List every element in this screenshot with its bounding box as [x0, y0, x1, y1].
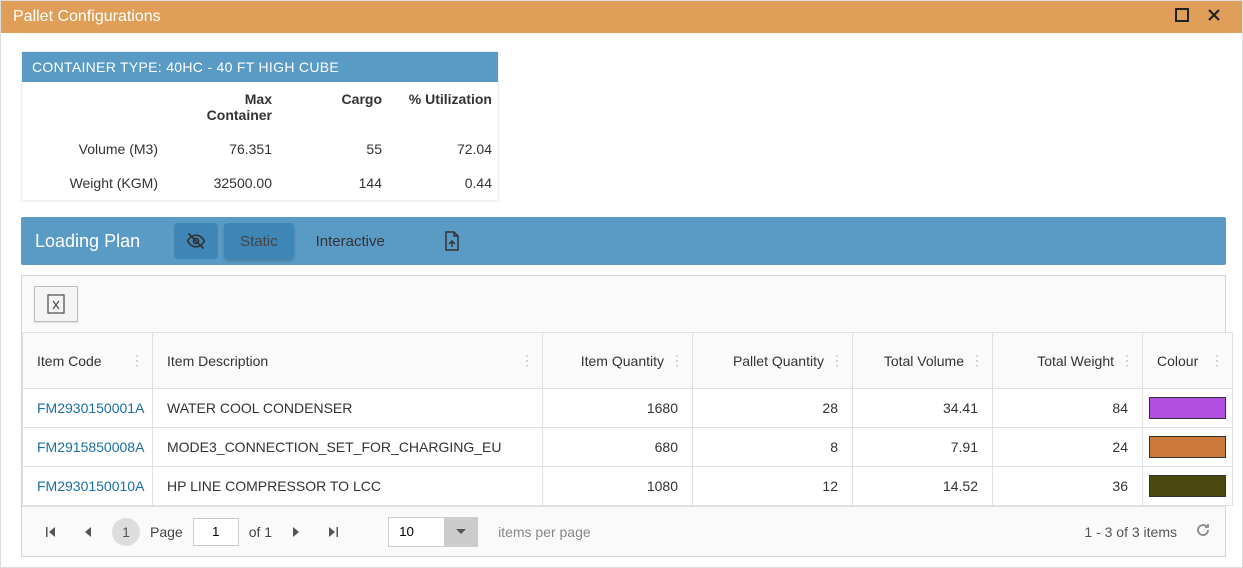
- th-item-code: Item Code: [37, 353, 102, 369]
- chevron-down-icon: [455, 528, 467, 536]
- items-table: Item Code ⋮ Item Description ⋮ Item Quanti…: [22, 332, 1233, 506]
- loading-plan-bar: Loading Plan Static Interactive: [21, 217, 1226, 265]
- pager-current-page[interactable]: 1: [112, 518, 140, 546]
- col-menu-icon[interactable]: ⋮: [1120, 352, 1134, 369]
- pager-perpage-label: items per page: [498, 524, 591, 540]
- col-cargo: Cargo: [282, 82, 392, 132]
- pager-current-page-value: 1: [122, 524, 130, 540]
- th-total-wt: Total Weight: [1037, 353, 1114, 369]
- colour-swatch: [1149, 436, 1226, 458]
- col-menu-icon[interactable]: ⋮: [130, 352, 144, 369]
- refresh-icon: [1195, 522, 1211, 538]
- total-wt-cell: 84: [993, 389, 1143, 428]
- row-volume-max: 76.351: [172, 132, 282, 166]
- col-menu-icon[interactable]: ⋮: [970, 352, 984, 369]
- pallet-qty-cell: 12: [693, 467, 853, 506]
- col-utilization: % Utilization: [392, 82, 502, 132]
- th-total-vol: Total Volume: [884, 353, 964, 369]
- pager-page-input[interactable]: [193, 518, 239, 546]
- row-weight-util: 0.44: [392, 166, 502, 200]
- item-qty-cell: 1680: [543, 389, 693, 428]
- pager-last-button[interactable]: [320, 518, 348, 546]
- th-item-qty: Item Quantity: [581, 353, 664, 369]
- table-row: FM2930150010A HP LINE COMPRESSOR TO LCC10…: [23, 467, 1233, 506]
- col-max-container: Max Container: [172, 82, 282, 132]
- excel-icon: [47, 294, 65, 314]
- pager-page-label: Page: [150, 524, 183, 540]
- pallet-qty-cell: 28: [693, 389, 853, 428]
- table-row: FM2915850008A MODE3_CONNECTION_SET_FOR_CH…: [23, 428, 1233, 467]
- maximize-button[interactable]: [1166, 8, 1198, 27]
- row-volume-label: Volume (M3): [22, 132, 172, 166]
- export-pdf-button[interactable]: [431, 223, 473, 259]
- colour-swatch: [1149, 475, 1226, 497]
- export-excel-button[interactable]: [34, 286, 78, 322]
- next-page-icon: [290, 526, 302, 538]
- item-code-link[interactable]: FM2915850008A: [37, 439, 144, 455]
- window-title: Pallet Configurations: [13, 8, 161, 26]
- pager: 1 Page of 1 items per page 1: [22, 506, 1225, 556]
- pager-refresh-button[interactable]: [1195, 522, 1211, 541]
- item-desc-cell: WATER COOL CONDENSER: [153, 389, 543, 428]
- maximize-icon: [1175, 8, 1189, 22]
- pdf-icon: [443, 231, 461, 251]
- th-colour: Colour: [1157, 353, 1198, 369]
- total-wt-cell: 24: [993, 428, 1143, 467]
- grid-toolbar: [22, 276, 1225, 332]
- total-vol-cell: 14.52: [853, 467, 993, 506]
- pallet-qty-cell: 8: [693, 428, 853, 467]
- pager-next-button[interactable]: [282, 518, 310, 546]
- static-tab[interactable]: Static: [224, 223, 294, 259]
- interactive-tab[interactable]: Interactive: [300, 223, 401, 259]
- visibility-toggle-button[interactable]: [174, 223, 218, 259]
- container-summary-card: CONTAINER TYPE: 40HC - 40 FT HIGH CUBE M…: [21, 51, 499, 201]
- items-grid: Item Code ⋮ Item Description ⋮ Item Quanti…: [21, 275, 1226, 557]
- item-code-link[interactable]: FM2930150010A: [37, 478, 144, 494]
- container-summary-header: CONTAINER TYPE: 40HC - 40 FT HIGH CUBE: [22, 52, 498, 82]
- item-desc-cell: HP LINE COMPRESSOR TO LCC: [153, 467, 543, 506]
- total-wt-cell: 36: [993, 467, 1143, 506]
- table-row: FM2930150001A WATER COOL CONDENSER1680283…: [23, 389, 1233, 428]
- container-summary-table: Max Container Cargo % Utilization Volume…: [22, 82, 498, 200]
- col-menu-icon[interactable]: ⋮: [670, 352, 684, 369]
- window: Pallet Configurations CONTAINER TYPE: 40…: [0, 0, 1243, 568]
- prev-page-icon: [82, 526, 94, 538]
- col-menu-icon[interactable]: ⋮: [830, 352, 844, 369]
- row-weight-cargo: 144: [282, 166, 392, 200]
- row-volume-util: 72.04: [392, 132, 502, 166]
- total-vol-cell: 34.41: [853, 389, 993, 428]
- loading-plan-title: Loading Plan: [35, 231, 140, 252]
- item-qty-cell: 1080: [543, 467, 693, 506]
- last-page-icon: [327, 525, 341, 539]
- content-area: CONTAINER TYPE: 40HC - 40 FT HIGH CUBE M…: [1, 33, 1242, 567]
- titlebar: Pallet Configurations: [1, 1, 1242, 33]
- pager-first-button[interactable]: [36, 518, 64, 546]
- close-icon: [1207, 8, 1221, 22]
- eye-off-icon: [186, 231, 206, 251]
- pager-perpage-dropdown[interactable]: [444, 517, 478, 547]
- close-button[interactable]: [1198, 8, 1230, 27]
- col-menu-icon[interactable]: ⋮: [520, 352, 534, 369]
- item-code-link[interactable]: FM2930150001A: [37, 400, 144, 416]
- first-page-icon: [43, 525, 57, 539]
- th-pallet-qty: Pallet Quantity: [733, 353, 824, 369]
- th-item-desc: Item Description: [167, 353, 268, 369]
- pager-prev-button[interactable]: [74, 518, 102, 546]
- col-menu-icon[interactable]: ⋮: [1210, 352, 1224, 369]
- total-vol-cell: 7.91: [853, 428, 993, 467]
- colour-swatch: [1149, 397, 1226, 419]
- item-qty-cell: 680: [543, 428, 693, 467]
- pager-perpage-input[interactable]: [388, 517, 444, 547]
- row-volume-cargo: 55: [282, 132, 392, 166]
- pager-range-label: 1 - 3 of 3 items: [1084, 524, 1177, 540]
- row-weight-label: Weight (KGM): [22, 166, 172, 200]
- row-weight-max: 32500.00: [172, 166, 282, 200]
- pager-of-label: of 1: [249, 524, 272, 540]
- item-desc-cell: MODE3_CONNECTION_SET_FOR_CHARGING_EU: [153, 428, 543, 467]
